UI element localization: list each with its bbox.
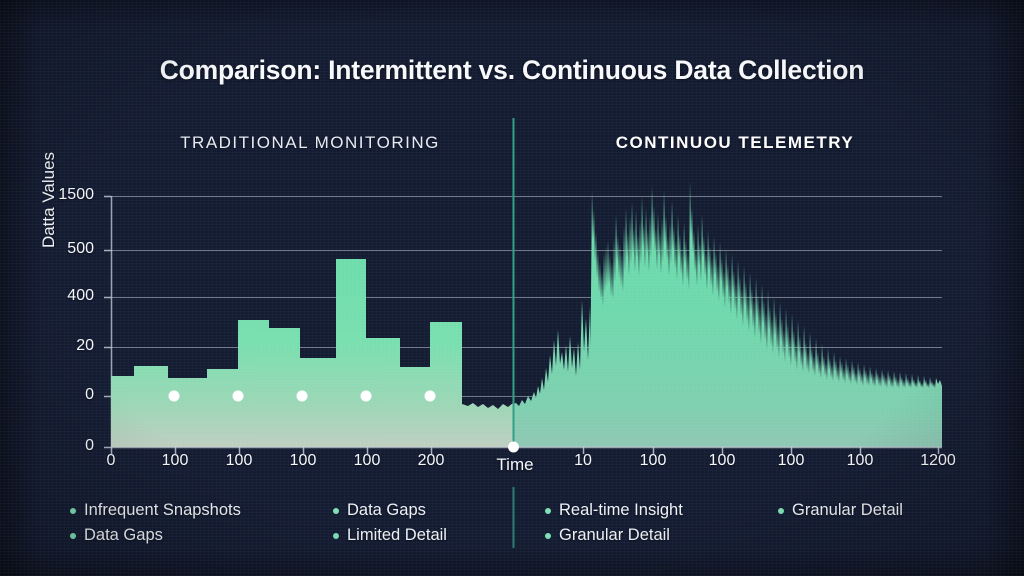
legend-item: Limited Detail — [333, 523, 447, 548]
x-tick-label: 1200 — [920, 452, 956, 469]
page-title: Comparison: Intermittent vs. Continuous … — [159, 55, 865, 85]
legend-item-label: Limited Detail — [347, 526, 447, 544]
bullet-icon — [70, 507, 76, 514]
bullet-icon — [70, 532, 76, 539]
legend-item-label: Granular Detail — [559, 526, 670, 544]
y-tick-label: 400 — [67, 287, 94, 304]
x-tick-label: 100 — [289, 452, 317, 469]
x-tick-label: 200 — [417, 452, 445, 469]
legend-column-traditional-2: Data Gaps Limited Detail — [333, 498, 447, 548]
legend-item-label: Granular Detail — [792, 501, 903, 519]
legend-item-label: Data Gaps — [347, 501, 426, 519]
legend-column-traditional-1: Infrequent Snapshots Data Gaps — [70, 498, 241, 548]
x-tick-label: 100 — [777, 452, 805, 469]
x-tick-label: 100 — [161, 452, 189, 469]
panel-heading-continuous: CONTINUOU TELEMETRY — [615, 133, 855, 152]
x-axis-ticks — [110, 447, 940, 454]
divider-origin-marker — [508, 441, 519, 453]
bullet-icon — [333, 532, 339, 539]
legend-item-label: Real-time Insight — [559, 501, 683, 519]
bullet-icon — [545, 532, 551, 539]
legend-item-label: Infrequent Snapshots — [84, 501, 241, 519]
panel-heading-traditional: TRADITIONAL MONITORING — [180, 133, 440, 152]
y-tick-label: 20 — [76, 337, 94, 354]
legend-column-continuous-2: Granular Detail — [778, 498, 903, 523]
traditional-step-area — [111, 259, 513, 447]
x-axis-title: Time — [496, 455, 534, 474]
y-tick-label: 500 — [67, 240, 94, 257]
x-tick-label: 10 — [574, 452, 592, 469]
sample-markers — [168, 390, 436, 402]
bullet-icon — [545, 507, 551, 514]
legend-item: Data Gaps — [333, 498, 447, 523]
y-tick-label: 1500 — [58, 186, 94, 203]
y-tick-label: 0 — [85, 386, 94, 403]
x-tick-label: 100 — [353, 452, 381, 469]
x-tick-label: 100 — [639, 452, 667, 469]
legend-item: Infrequent Snapshots — [70, 498, 241, 523]
legend-item: Real-time Insight — [545, 498, 683, 523]
y-tick-label: 0 — [85, 437, 94, 454]
legend-item: Granular Detail — [778, 498, 903, 523]
x-tick-label: 100 — [225, 452, 253, 469]
legend-item: Data Gaps — [70, 523, 241, 548]
legend-column-continuous-1: Real-time Insight Granular Detail — [545, 498, 683, 548]
bullet-icon — [778, 507, 784, 514]
legend-item-label: Data Gaps — [84, 526, 163, 544]
x-tick-label: 100 — [846, 452, 874, 469]
y-axis-ticks — [104, 195, 111, 449]
continuous-telemetry-area — [513, 182, 942, 447]
legend-item: Granular Detail — [545, 523, 683, 548]
bullet-icon — [333, 507, 339, 514]
x-tick-label: 0 — [106, 452, 116, 469]
x-tick-label: 100 — [708, 452, 736, 469]
